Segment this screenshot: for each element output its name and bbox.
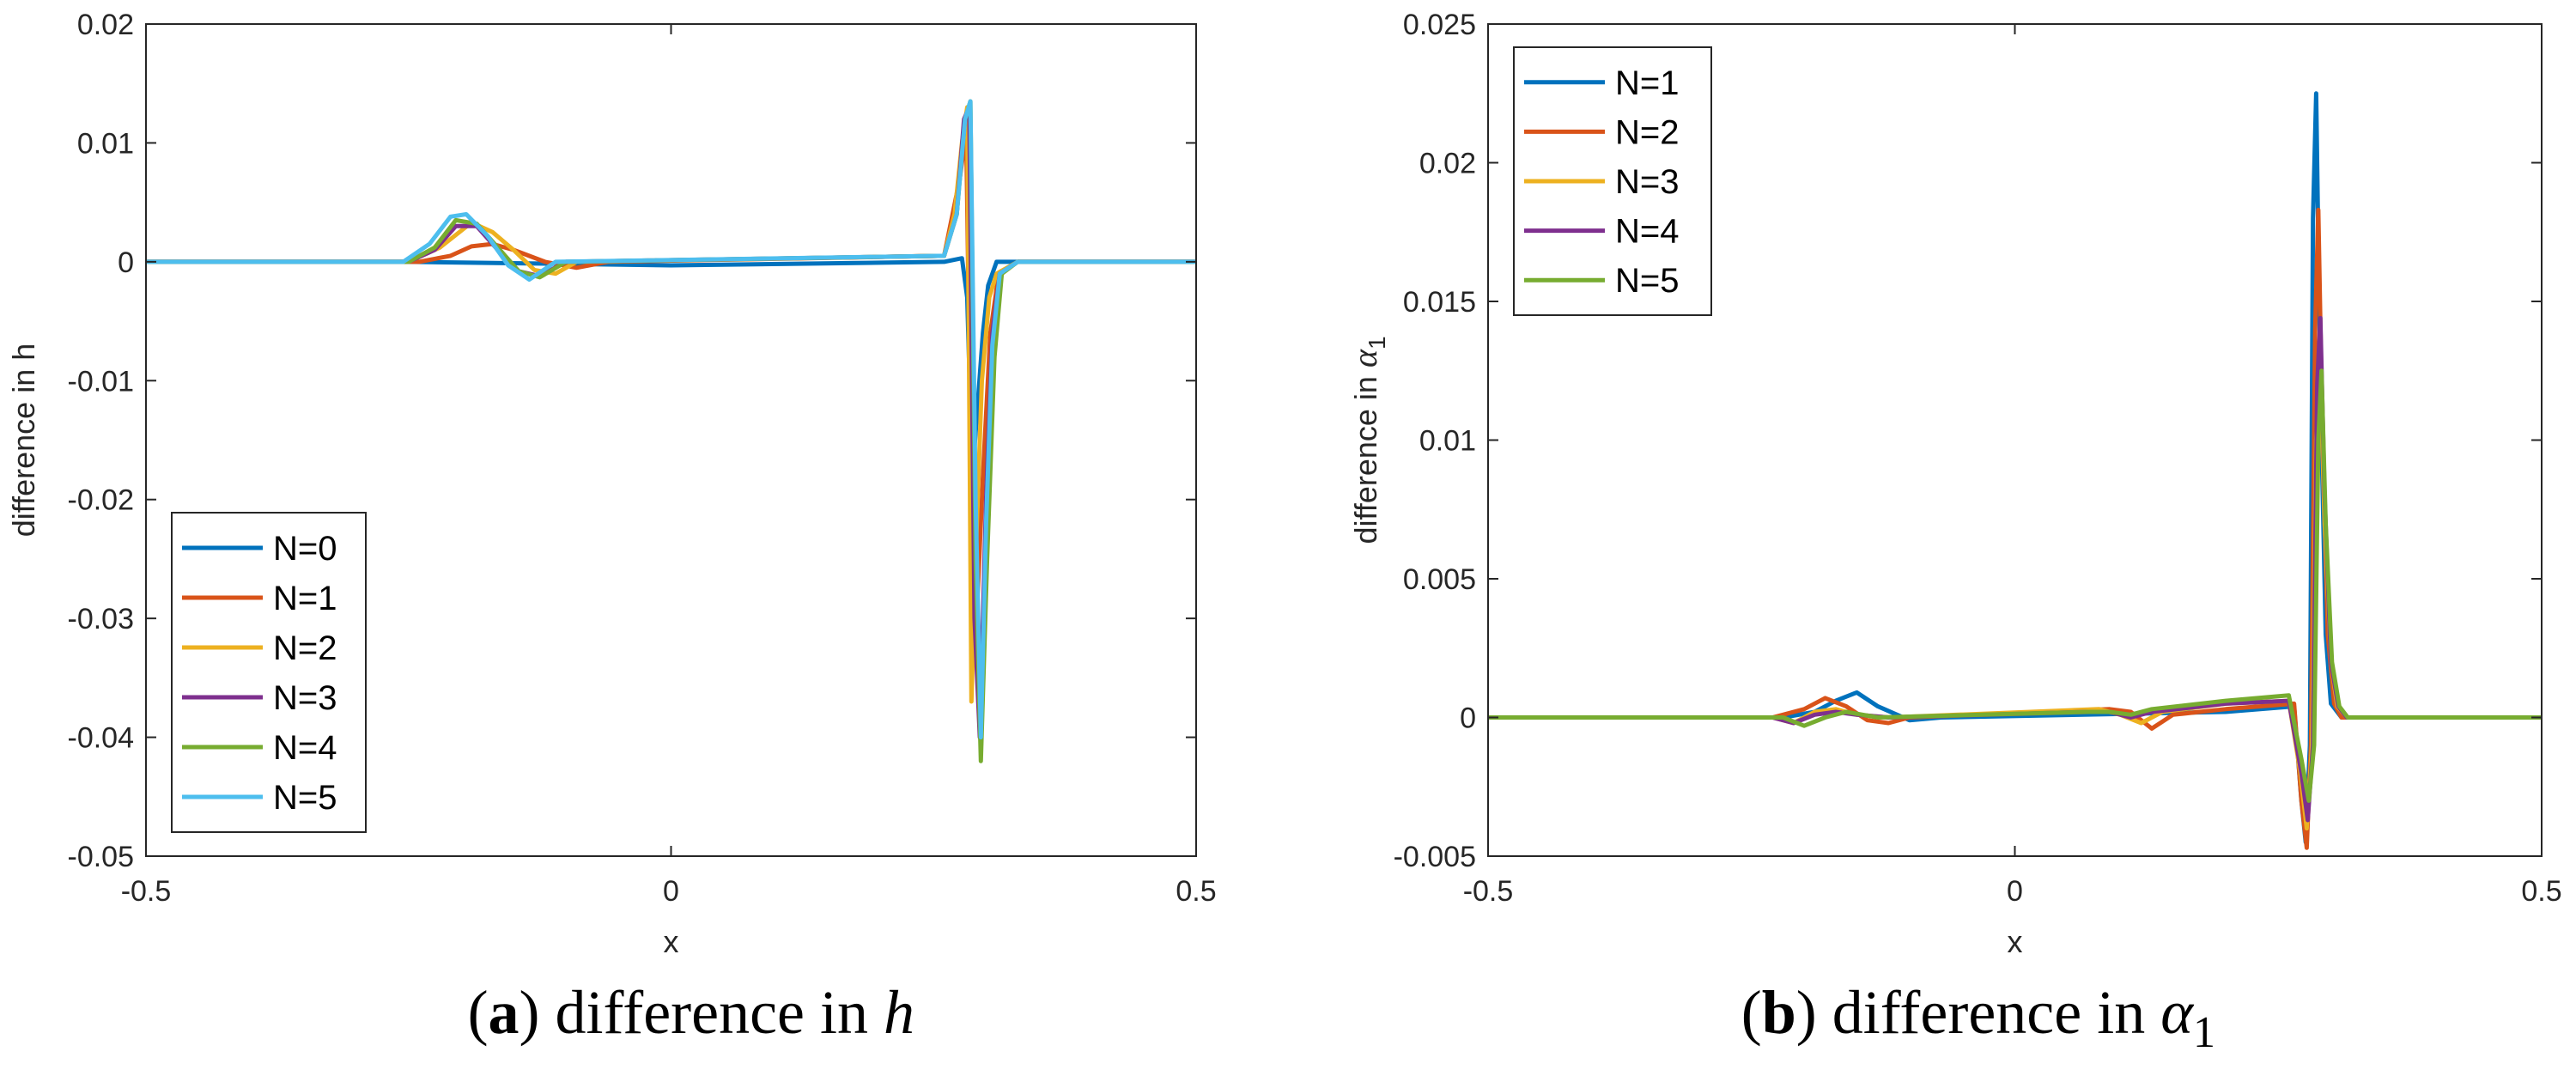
p0-legend-label-3: N=3 [273, 679, 337, 717]
p1-legend: N=1 N=2 N=3 N=4 N=5 [1513, 46, 1712, 316]
p0-ytick-label-5: 0 [118, 246, 134, 279]
panel-b-chart: -0.5 0 0.5 -0.005 0 0.005 0.01 0.015 0.02 0.025 x d… [1346, 9, 2562, 959]
p0-ytick-label-1: -0.04 [68, 722, 135, 755]
p0-legend-label-2: N=2 [273, 629, 337, 667]
p0-y-axis-label: difference in h [6, 343, 41, 538]
p1-y-axis-label: difference in α1 [1346, 336, 1390, 544]
p0-series-group [146, 99, 1196, 763]
p0-ytick-label-6: 0.01 [77, 127, 134, 160]
p1-ytick-label-2: 0.005 [1403, 563, 1476, 596]
p1-legend-label-0: N=1 [1615, 64, 1680, 102]
p0-legend-label-0: N=0 [273, 530, 337, 568]
p1-ytick-label-0: -0.005 [1394, 841, 1476, 873]
p1-legend-label-3: N=4 [1615, 213, 1680, 251]
p0-ytick-label-7: 0.02 [77, 9, 134, 41]
caption-b-letter: b [1762, 978, 1796, 1047]
p1-xtick-label-1: 0 [2007, 875, 2023, 908]
p0-x-axis-label: x [664, 924, 679, 959]
p0-legend-label-5: N=5 [273, 779, 337, 817]
p1-legend-label-4: N=5 [1615, 262, 1680, 300]
caption-b-symbol: α [2160, 978, 2194, 1047]
p0-ytick-label-0: -0.05 [68, 841, 135, 873]
p1-ytick-label-3: 0.01 [1419, 425, 1476, 458]
p0-legend-label-4: N=4 [273, 729, 337, 767]
p0-ytick-label-2: -0.03 [68, 603, 135, 635]
panel-a-chart: -0.5 0 0.5 -0.05 -0.04 -0.03 -0.02 -0.01 0 0.01 0.… [6, 9, 1217, 959]
p0-legend: N=0 N=1 N=2 N=3 N=4 N=5 [171, 512, 367, 833]
p0-xtick-label-0: -0.5 [121, 875, 172, 908]
p1-legend-label-2: N=3 [1615, 163, 1680, 201]
p1-series-line-4 [1488, 368, 2542, 803]
p0-xtick-label-1: 0 [663, 875, 679, 908]
p1-ytick-label-5: 0.02 [1419, 148, 1476, 180]
caption-a-symbol: h [884, 978, 914, 1047]
caption-b-subscript: 1 [2193, 1008, 2215, 1057]
p0-ytick-label-4: -0.01 [68, 365, 135, 398]
p1-x-axis-label: x [2008, 924, 2023, 959]
p1-xtick-label-0: -0.5 [1463, 875, 1514, 908]
p1-ytick-label-4: 0.015 [1403, 286, 1476, 319]
p1-ytick-label-6: 0.025 [1403, 9, 1476, 41]
p1-xtick-label-2: 0.5 [2521, 875, 2561, 908]
p1-series-group [1488, 91, 2542, 850]
p0-legend-label-1: N=1 [273, 580, 337, 617]
caption-b-text: difference in [1832, 978, 2160, 1047]
p1-ytick-label-1: 0 [1460, 702, 1476, 735]
p0-legend-box [171, 512, 367, 833]
p0-series-line-5 [146, 99, 1196, 740]
caption-a: (a) difference in h [468, 978, 914, 1047]
p0-xtick-label-2: 0.5 [1176, 875, 1216, 908]
caption-a-letter: a [489, 978, 519, 1047]
p1-legend-label-1: N=2 [1615, 113, 1680, 151]
caption-b: (b) difference in α1 [1741, 978, 2215, 1057]
p0-ytick-label-3: -0.02 [68, 484, 135, 517]
caption-a-text: difference in [556, 978, 884, 1047]
